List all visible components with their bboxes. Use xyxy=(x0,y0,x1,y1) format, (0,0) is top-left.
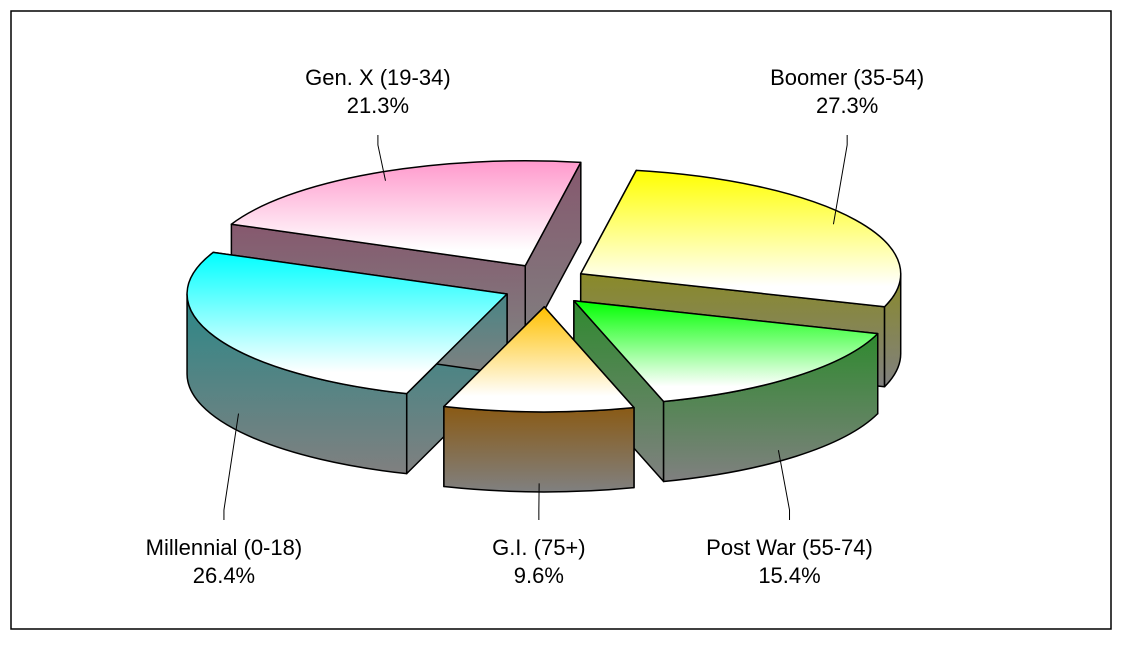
value-label: 15.4% xyxy=(758,563,820,588)
slice-label: Boomer (35-54) xyxy=(770,65,924,90)
slice-side xyxy=(444,407,634,492)
value-label: 27.3% xyxy=(816,93,878,118)
slice-label: Gen. X (19-34) xyxy=(305,65,451,90)
value-label: 21.3% xyxy=(347,93,409,118)
slice-label: Millennial (0-18) xyxy=(146,535,303,560)
slice-label: Post War (55-74) xyxy=(706,535,873,560)
value-label: 9.6% xyxy=(514,563,564,588)
slice-label: G.I. (75+) xyxy=(492,535,586,560)
value-label: 26.4% xyxy=(193,563,255,588)
